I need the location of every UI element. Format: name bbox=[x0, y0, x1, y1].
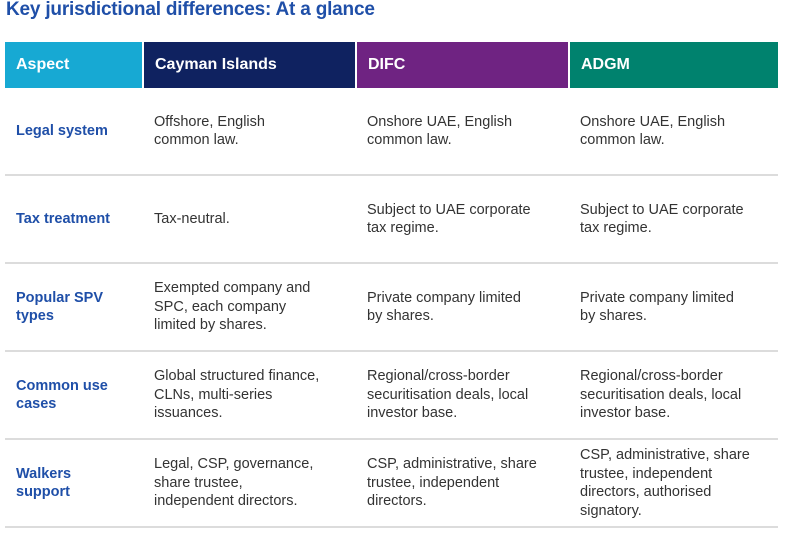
header-adgm: ADGM bbox=[570, 42, 778, 88]
table-cell: Onshore UAE, English common law. bbox=[367, 113, 513, 149]
table-row: Walkers support Legal, CSP, governance, s… bbox=[5, 440, 778, 528]
header-aspect: Aspect bbox=[5, 42, 142, 88]
table-cell: CSP, administrative, share trustee, inde… bbox=[580, 447, 750, 519]
header-difc: DIFC bbox=[357, 42, 568, 88]
row-aspect-label: Walkers support bbox=[16, 465, 72, 501]
table-row: Tax treatment Tax-neutral. Subject to UAE … bbox=[5, 176, 778, 264]
table-cell: Regional/cross-border securitisation dea… bbox=[580, 368, 742, 422]
table-cell: Tax-neutral. bbox=[154, 210, 230, 227]
table-cell: Subject to UAE corporate tax regime. bbox=[580, 201, 744, 237]
row-aspect-label: Popular SPV types bbox=[16, 289, 104, 325]
row-aspect-label: Legal system bbox=[16, 122, 108, 139]
table-row: Common use cases Global structured financ… bbox=[5, 352, 778, 440]
comparison-table: Aspect Cayman Islands DIFC ADGM Legal sy… bbox=[5, 42, 778, 528]
header-cayman-islands: Cayman Islands bbox=[144, 42, 355, 88]
table-cell: Legal, CSP, governance, share trustee, i… bbox=[154, 456, 314, 510]
table-cell: Regional/cross-border securitisation dea… bbox=[367, 368, 529, 422]
row-aspect-label: Common use cases bbox=[16, 377, 108, 413]
table-cell: Private company limited by shares. bbox=[367, 289, 521, 325]
table-row: Legal system Offshore, English common law… bbox=[5, 88, 778, 176]
table-cell: Private company limited by shares. bbox=[580, 289, 734, 325]
table-cell: Subject to UAE corporate tax regime. bbox=[367, 201, 531, 237]
table-cell: Onshore UAE, English common law. bbox=[580, 113, 726, 149]
row-aspect-label: Tax treatment bbox=[16, 210, 111, 227]
table-row: Popular SPV types Exempted company and SP… bbox=[5, 264, 778, 352]
page-title: Key jurisdictional differences: At a gla… bbox=[6, 0, 375, 20]
table-cell: Offshore, English common law. bbox=[154, 113, 265, 149]
table-header: Aspect Cayman Islands DIFC ADGM bbox=[5, 42, 778, 88]
table-cell: Exempted company and SPC, each company l… bbox=[154, 280, 311, 334]
table-cell: Global structured finance, CLNs, multi-s… bbox=[154, 368, 320, 422]
table-cell: CSP, administrative, share trustee, inde… bbox=[367, 456, 537, 510]
